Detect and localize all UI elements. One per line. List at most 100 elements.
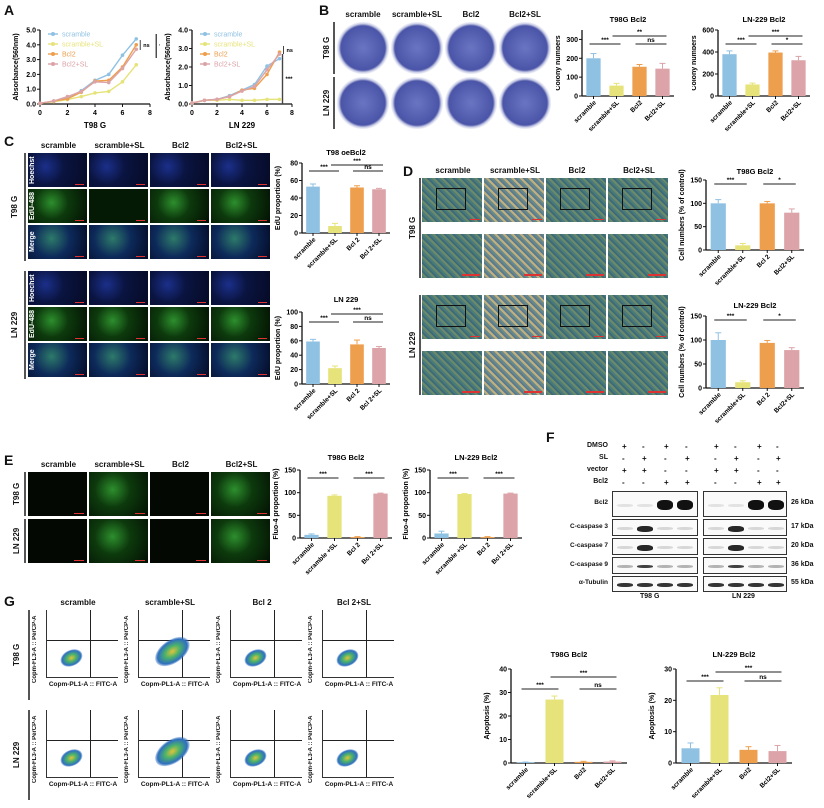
legend-entry: Bcl2+SL: [214, 62, 240, 69]
bar: [609, 85, 624, 96]
svg-text:*: *: [778, 177, 781, 184]
bar: [745, 84, 760, 96]
treatment-sign: +: [664, 442, 669, 451]
blot-band: [637, 565, 653, 568]
treatment-sign: +: [757, 478, 762, 487]
legend-entry: Bcl2: [62, 52, 76, 59]
blot-band: [657, 583, 673, 587]
svg-text:***: ***: [365, 471, 373, 478]
svg-text:2.0: 2.0: [26, 72, 36, 79]
chart-title: LN-229 Bcl2: [743, 15, 786, 24]
svg-text:*: *: [778, 313, 781, 320]
row-bracket: [28, 710, 30, 800]
cellcount-bar-ln229: LN-229 Bcl2 0 50 100 150 Cell numbers (% of c…: [679, 301, 804, 425]
scale-bar: [258, 337, 267, 339]
bar: [768, 52, 783, 96]
treatment-sign: +: [734, 454, 739, 463]
bar: [373, 493, 388, 538]
svg-text:Bcl2+SL: Bcl2+SL: [594, 766, 617, 789]
svg-text:Bcl2+SL: Bcl2+SL: [780, 99, 803, 122]
bar: [328, 368, 342, 384]
flow-y-axis-label: Copm-FL3-A :: PerCP-A: [32, 715, 38, 783]
blot-band: [728, 544, 744, 551]
bar: [735, 245, 751, 250]
zoom-box: [622, 305, 652, 327]
svg-text:***: ***: [320, 315, 328, 322]
svg-text:ns: ns: [364, 315, 372, 322]
blot-band: [637, 525, 653, 532]
scale-bar: [648, 391, 666, 393]
scale-bar: [75, 337, 84, 339]
bar: [503, 493, 518, 538]
scale-bar: [258, 301, 267, 303]
treatment-sign: +: [734, 466, 739, 475]
column-label: Bcl2: [568, 166, 586, 175]
treatment-sign: +: [714, 466, 719, 475]
blot-band: [728, 525, 744, 532]
flow-x-axis-label: Copm-PL1-A :: FITC-A: [48, 781, 118, 788]
treatment-label: SL: [599, 454, 608, 461]
fluorescence-image: [89, 189, 148, 223]
fluo4-image: [89, 472, 148, 516]
blot-strip-ln229: [703, 576, 787, 592]
scale-bar: [462, 391, 480, 393]
scale-bar: [196, 559, 206, 561]
blot-band: [748, 583, 764, 587]
colony-dish-image: [337, 22, 389, 74]
bar: [306, 341, 320, 384]
panel-label-a: A: [4, 2, 15, 18]
svg-text:60: 60: [290, 338, 298, 345]
svg-text:100: 100: [566, 75, 578, 82]
svg-text:***: ***: [536, 682, 544, 689]
brightfield-zoom-image: [422, 234, 482, 278]
zoom-box: [560, 188, 590, 210]
svg-text:***: ***: [286, 77, 294, 83]
chart-title: T98 oeBcl2: [326, 148, 366, 157]
bar: [327, 495, 342, 538]
scale-bar: [257, 512, 267, 514]
kda-label: 55 kDa: [791, 579, 814, 586]
fluorescence-image: [150, 307, 209, 341]
blot-band: [708, 583, 724, 587]
flow-x-axis-label: Copm-PL1-A :: FITC-A: [232, 781, 302, 788]
column-label: scramble: [60, 598, 96, 607]
row-bracket: [333, 22, 335, 74]
svg-text:***: ***: [449, 471, 457, 478]
row-bracket: [24, 472, 26, 516]
bar: [304, 534, 319, 538]
flow-x-axis-label: Copm-PL1-A :: FITC-A: [324, 781, 394, 788]
brightfield-image: [422, 295, 482, 339]
flow-scatter-plot: [138, 610, 210, 678]
svg-text:***: ***: [727, 313, 735, 320]
zoom-box: [436, 188, 466, 210]
svg-text:100: 100: [690, 201, 702, 208]
x-axis-label: LN 229: [229, 121, 256, 130]
scale-bar: [197, 373, 206, 375]
flow-scatter-plot: [46, 710, 118, 778]
blot-band: [617, 583, 633, 587]
panel-label-e: E: [4, 452, 14, 468]
stain-label: Merge: [29, 231, 36, 253]
y-axis-label: Absorbance(560nm): [165, 33, 172, 100]
brightfield-image: [484, 295, 544, 339]
scale-bar: [524, 274, 542, 276]
legend-entry: Bcl2: [214, 52, 228, 59]
scale-bar: [75, 373, 84, 375]
y-axis-label: EdU proportion (%): [275, 166, 282, 230]
svg-text:***: ***: [319, 471, 327, 478]
bar: [722, 54, 737, 96]
blot-band: [748, 546, 764, 549]
flow-x-axis-label: Copm-PL1-A :: FITC-A: [140, 681, 210, 688]
y-axis-label: Fluo-4 proportion (%): [403, 468, 410, 539]
legend-entry: Bcl2+SL: [62, 62, 88, 69]
colony-dish-image: [391, 22, 443, 74]
fluorescence-image: [89, 307, 148, 341]
stain-label: Merge: [29, 349, 36, 371]
panel-label-b: B: [319, 2, 330, 18]
stain-label: EdU-488: [29, 310, 36, 339]
svg-text:***: ***: [737, 37, 745, 44]
svg-text:Bcl2+SL: Bcl2+SL: [773, 253, 796, 276]
svg-text:40: 40: [290, 353, 298, 360]
zoom-box: [498, 305, 528, 327]
colony-dish-image: [499, 22, 551, 74]
